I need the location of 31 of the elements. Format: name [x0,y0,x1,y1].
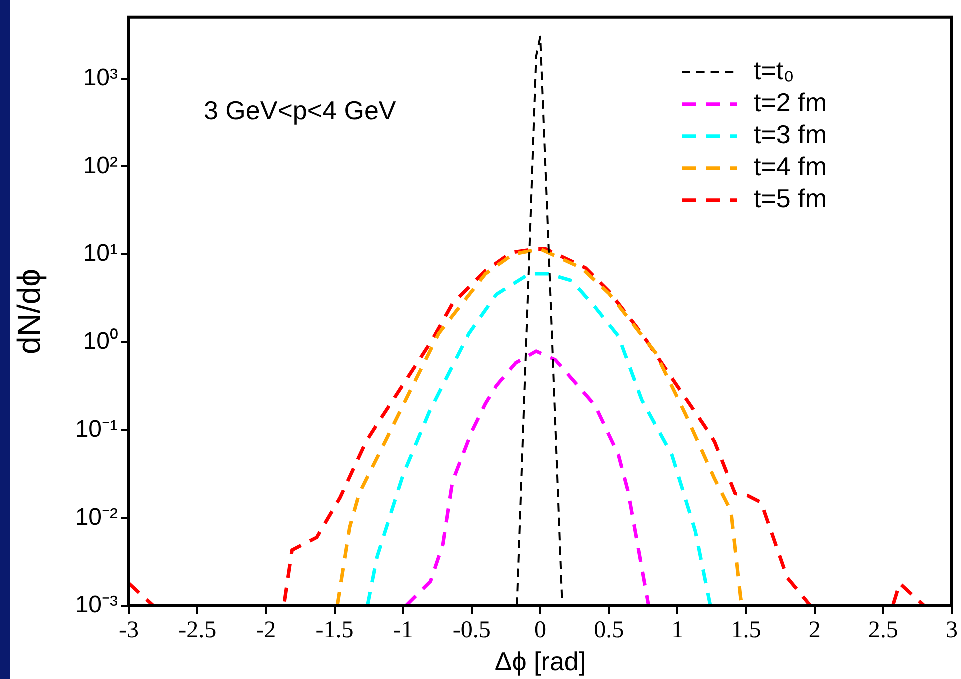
x-tick-label: -3 [119,618,139,644]
y-axis-title: dN/dϕ [11,268,48,354]
x-tick-label: 0.5 [594,618,624,644]
y-tick-label: 10³ [83,64,118,92]
y-tick-label: 10⁻³ [75,592,118,619]
legend-label: t=4 fm [754,152,827,182]
y-tick-label: 10¹ [83,240,118,268]
x-tick-label: -2 [256,618,276,644]
x-tick-label: 1 [672,618,684,644]
x-tick-label: -1.5 [316,618,354,644]
x-tick-label: 1.5 [731,618,762,644]
x-tick-label: 2 [808,618,821,644]
y-tick-label: 10⁰ [83,328,118,356]
legend-label: t=3 fm [754,120,827,150]
line-series [336,247,744,606]
y-tick-label: 10⁻² [75,504,118,531]
y-tick-label: 10² [83,152,118,180]
x-axis-title: Δϕ [rad] [494,646,586,677]
legend-label: t=t₀ [754,56,794,86]
x-tick-label: -1 [393,618,414,644]
annotation: 3 GeV<p<4 GeV [204,96,397,126]
legend-label: t=5 fm [754,184,827,214]
x-tick-label: -2.5 [178,618,217,644]
x-tick-label: 0 [534,618,546,644]
line-series [366,272,712,606]
y-tick-label: 10⁻¹ [75,416,118,443]
x-tick-label: -0.5 [452,618,491,644]
x-tick-label: 2.5 [868,618,898,644]
x-tick-label: 3 [946,618,958,644]
line-series [404,350,651,606]
legend-label: t=2 fm [754,88,827,118]
